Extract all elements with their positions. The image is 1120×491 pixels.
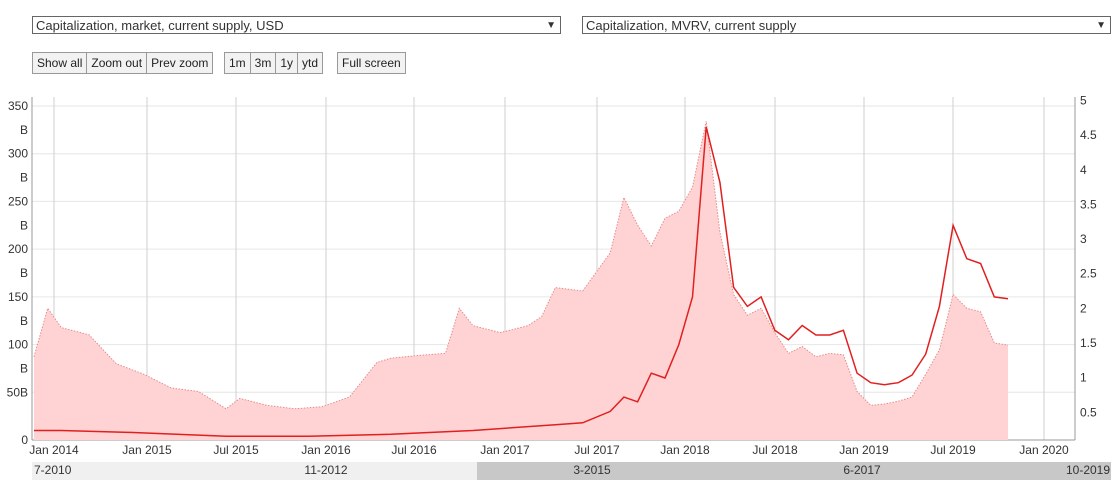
x-tick-label: Jan 2020 xyxy=(1019,443,1069,457)
navigator-label: 3-2015 xyxy=(573,463,611,477)
fullscreen-button-group: Full screen xyxy=(337,52,406,74)
y-right-tick-label: 5 xyxy=(1080,93,1087,107)
range-ytd-button[interactable]: ytd xyxy=(298,53,323,73)
mvrv-line xyxy=(33,121,1009,410)
y-right-tick-label: 1.5 xyxy=(1080,336,1097,350)
right-series-select[interactable]: Capitalization, MVRV, current supply ▼ xyxy=(582,16,1111,34)
range-1y-button[interactable]: 1y xyxy=(276,53,299,73)
x-tick-label: Jan 2017 xyxy=(480,443,530,457)
y-left-tick-unit: B xyxy=(20,314,28,328)
x-tick-label: Jan 2015 xyxy=(122,443,172,457)
x-tick-label: Jul 2015 xyxy=(213,443,259,457)
x-tick-label: Jul 2019 xyxy=(930,443,976,457)
prev-zoom-button[interactable]: Prev zoom xyxy=(147,53,213,73)
y-left-tick-label: 200 xyxy=(8,242,28,256)
zoom-out-button[interactable]: Zoom out xyxy=(87,53,148,73)
range-1m-button[interactable]: 1m xyxy=(225,53,251,73)
y-left-tick-label: 300 xyxy=(8,147,28,161)
range-3m-button[interactable]: 3m xyxy=(250,53,277,73)
y-right-tick-label: 3 xyxy=(1080,232,1087,246)
x-tick-label: Jul 2016 xyxy=(391,443,437,457)
y-right-tick-label: 3.5 xyxy=(1080,197,1097,211)
show-all-button[interactable]: Show all xyxy=(33,53,88,73)
y-left-tick-unit: B xyxy=(20,362,28,376)
mvrv-area xyxy=(34,121,1008,441)
y-left-tick-label: 350 xyxy=(8,99,28,113)
navigator-label: 6-2017 xyxy=(843,463,881,477)
x-tick-label: Jul 2017 xyxy=(574,443,620,457)
y-left-tick-label: 50B xyxy=(7,385,28,399)
full-screen-button[interactable]: Full screen xyxy=(338,53,405,73)
x-tick-label: Jan 2016 xyxy=(301,443,351,457)
chevron-down-icon: ▼ xyxy=(546,20,556,31)
navigator-window xyxy=(477,462,1111,480)
y-right-tick-label: 4.5 xyxy=(1080,128,1097,142)
navigator-label: 7-2010 xyxy=(34,463,72,477)
navigator-label: 10-2019 xyxy=(1066,463,1110,477)
chevron-down-icon: ▼ xyxy=(1096,20,1106,31)
range-button-group: 1m 3m 1y ytd xyxy=(224,52,324,74)
y-left-tick-label: 0 xyxy=(21,433,28,447)
y-left-tick-label: 150 xyxy=(8,290,28,304)
right-series-select-value: Capitalization, MVRV, current supply xyxy=(586,18,797,33)
x-tick-label: Jan 2019 xyxy=(839,443,889,457)
left-series-select[interactable]: Capitalization, market, current supply, … xyxy=(32,16,561,34)
y-left-tick-unit: B xyxy=(20,266,28,280)
y-right-tick-label: 4 xyxy=(1080,163,1087,177)
x-tick-label: Jan 2018 xyxy=(660,443,710,457)
y-right-tick-label: 2.5 xyxy=(1080,267,1097,281)
y-left-tick-unit: B xyxy=(20,123,28,137)
market-cap-line xyxy=(34,126,1009,437)
y-right-tick-label: 0.5 xyxy=(1080,405,1097,419)
left-series-select-value: Capitalization, market, current supply, … xyxy=(36,18,284,33)
x-tick-label: Jan 2014 xyxy=(29,443,79,457)
y-left-tick-unit: B xyxy=(20,171,28,185)
navigator-label: 11-2012 xyxy=(304,463,347,477)
y-left-tick-label: 100 xyxy=(8,338,28,352)
y-left-tick-label: 250 xyxy=(8,194,28,208)
y-left-tick-unit: B xyxy=(20,218,28,232)
y-right-tick-label: 2 xyxy=(1080,301,1087,315)
zoom-button-group: Show all Zoom out Prev zoom xyxy=(32,52,214,74)
y-right-tick-label: 1 xyxy=(1080,371,1087,385)
x-tick-label: Jul 2018 xyxy=(752,443,798,457)
